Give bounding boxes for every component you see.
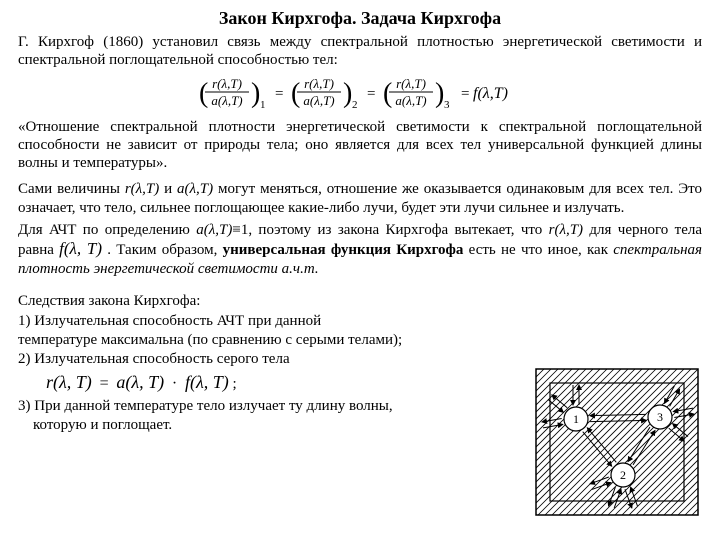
svg-text:r(λ,T): r(λ,T): [212, 76, 242, 91]
p4-f: f(λ, T): [59, 239, 102, 258]
svg-text:3: 3: [657, 410, 663, 424]
cavity-diagram: 1 2 3: [532, 365, 702, 524]
p4-i: есть не что иное, как: [463, 242, 613, 258]
p4-b: a(λ,T): [196, 222, 232, 238]
intro-paragraph: Г. Кирхгоф (1860) установил связь между …: [18, 33, 702, 70]
svg-text:1: 1: [260, 99, 266, 111]
ratio-formula: () r(λ,T) a(λ,T) 1 = () r(λ,T) a(λ,T) 2 = () r(λ,T)…: [18, 74, 702, 114]
p3-text-c: и: [159, 181, 177, 197]
cons-1b: температуре максимальна (по сравнению с …: [18, 331, 418, 350]
svg-text:(: (: [383, 78, 392, 109]
svg-text:=: =: [367, 86, 375, 102]
cons-title: Следствия закона Кирхгофа:: [18, 292, 418, 311]
cons-3a: 3) При данной температуре тело излучает …: [18, 397, 418, 416]
svg-text:2: 2: [352, 99, 358, 111]
p4-d: r(λ,T): [549, 222, 583, 238]
svg-text:a(λ,T): a(λ,T): [211, 93, 242, 108]
consequences-block: Следствия закона Кирхгофа: 1) Излучатель…: [18, 292, 418, 435]
svg-text:): ): [435, 78, 444, 109]
p3-text-a: Сами величины: [18, 181, 125, 197]
quote-paragraph: «Отношение спектральной плотности энерге…: [18, 118, 702, 173]
svg-text:a(λ,T): a(λ,T): [303, 93, 334, 108]
paragraph-4: Для АЧТ по определению a(λ,T)≡1, поэтому…: [18, 221, 702, 278]
cons-3b: которую и поглощает.: [18, 416, 418, 435]
page-title: Закон Кирхгофа. Задача Кирхгофа: [18, 8, 702, 29]
svg-text:f(λ,T): f(λ,T): [473, 85, 508, 102]
paragraph-3: Сами величины r(λ,T) и a(λ,T) могут меня…: [18, 180, 702, 217]
svg-text:(: (: [199, 78, 208, 109]
page: Закон Кирхгофа. Задача Кирхгофа Г. Кирхг…: [0, 0, 720, 540]
svg-text:3: 3: [444, 99, 450, 111]
c2-lhs: r(λ, T): [46, 372, 92, 392]
c2-mid: a(λ, T): [116, 372, 164, 392]
svg-text:=: =: [275, 86, 283, 102]
cons-2-formula: r(λ, T) = a(λ, T) · f(λ, T) ;: [18, 369, 418, 396]
p4-a: Для АЧТ по определению: [18, 222, 196, 238]
svg-text:): ): [343, 78, 352, 109]
svg-text:(: (: [291, 78, 300, 109]
c2-dot: ·: [168, 375, 181, 392]
p3-r: r(λ,T): [125, 181, 159, 197]
c2-semi: ;: [233, 376, 237, 392]
svg-text:=: =: [461, 86, 469, 102]
c2-rhs: f(λ, T): [185, 372, 229, 392]
svg-text:r(λ,T): r(λ,T): [396, 76, 426, 91]
svg-text:2: 2: [620, 468, 626, 482]
p4-c: ≡1, поэтому из закона Кирхгофа вытекает,…: [232, 222, 548, 238]
svg-text:a(λ,T): a(λ,T): [395, 93, 426, 108]
svg-text:): ): [251, 78, 260, 109]
ratio-formula-svg: () r(λ,T) a(λ,T) 1 = () r(λ,T) a(λ,T) 2 = () r(λ,T)…: [195, 74, 525, 114]
p4-g: . Таким образом,: [102, 242, 223, 258]
svg-text:r(λ,T): r(λ,T): [304, 76, 334, 91]
p4-h: универсальная функция Кирхгофа: [223, 242, 464, 258]
p3-a: a(λ,T): [177, 181, 213, 197]
svg-text:1: 1: [573, 412, 579, 426]
cons-2a: 2) Излучательная способность серого тела: [18, 350, 418, 369]
cons-1a: 1) Излучательная способность АЧТ при дан…: [18, 312, 418, 331]
c2-eq: =: [96, 375, 113, 392]
cavity-diagram-svg: 1 2 3: [532, 365, 702, 519]
